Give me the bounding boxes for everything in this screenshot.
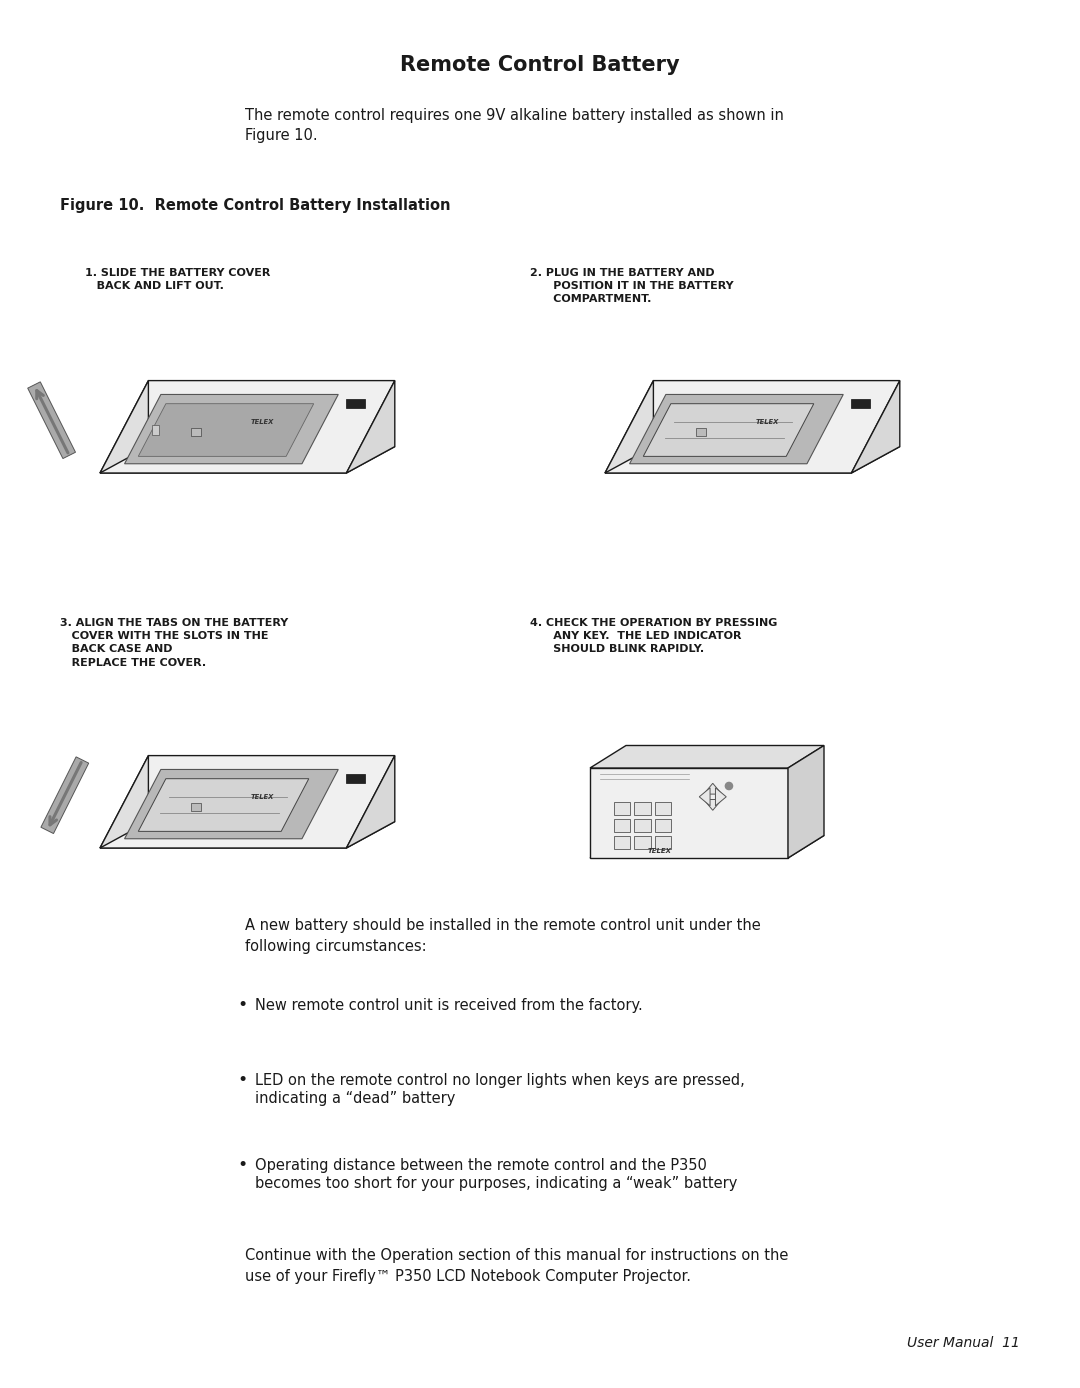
Text: The remote control requires one 9V alkaline battery installed as shown in
Figure: The remote control requires one 9V alkal… [245, 108, 784, 143]
Text: Figure 10.  Remote Control Battery Installation: Figure 10. Remote Control Battery Instal… [60, 198, 450, 212]
Bar [613, 819, 630, 831]
Bar [634, 802, 650, 815]
Polygon shape [347, 755, 395, 848]
Text: LED on the remote control no longer lights when keys are pressed,: LED on the remote control no longer ligh… [255, 1073, 745, 1088]
Bar [696, 428, 706, 436]
Bar [346, 400, 365, 408]
Polygon shape [100, 755, 395, 848]
Polygon shape [138, 779, 309, 831]
Polygon shape [41, 756, 89, 834]
Text: 1. SLIDE THE BATTERY COVER
   BACK AND LIFT OUT.: 1. SLIDE THE BATTERY COVER BACK AND LIFT… [85, 268, 270, 291]
Polygon shape [644, 404, 814, 457]
Polygon shape [100, 447, 395, 473]
Text: TELEX: TELEX [251, 419, 274, 425]
Circle shape [726, 783, 732, 790]
Polygon shape [788, 745, 824, 858]
Polygon shape [124, 769, 338, 838]
Text: 4. CHECK THE OPERATION BY PRESSING
      ANY KEY.  THE LED INDICATOR
      SHOUL: 4. CHECK THE OPERATION BY PRESSING ANY K… [530, 618, 778, 654]
Polygon shape [851, 380, 900, 473]
Text: 2. PLUG IN THE BATTERY AND
      POSITION IT IN THE BATTERY
      COMPARTMENT.: 2. PLUG IN THE BATTERY AND POSITION IT I… [530, 268, 733, 304]
Text: Operating distance between the remote control and the P350: Operating distance between the remote co… [255, 1158, 707, 1173]
Polygon shape [605, 380, 653, 473]
Bar [191, 802, 201, 812]
Bar [152, 425, 159, 436]
Polygon shape [28, 382, 76, 458]
Text: Remote Control Battery: Remote Control Battery [401, 56, 679, 75]
Text: New remote control unit is received from the factory.: New remote control unit is received from… [255, 998, 643, 1013]
Bar [191, 428, 201, 436]
Polygon shape [124, 394, 338, 464]
Polygon shape [704, 783, 721, 794]
Text: •: • [237, 1156, 247, 1174]
Bar [613, 837, 630, 849]
Bar [346, 775, 365, 783]
Bar [634, 819, 650, 831]
Polygon shape [100, 822, 395, 848]
Polygon shape [704, 799, 721, 811]
Polygon shape [590, 745, 824, 768]
Polygon shape [605, 380, 900, 473]
Polygon shape [590, 768, 788, 858]
Polygon shape [590, 836, 824, 858]
Text: TELEX: TELEX [647, 848, 672, 854]
Polygon shape [100, 380, 148, 473]
Text: •: • [237, 997, 247, 1015]
Polygon shape [100, 380, 395, 473]
Bar [613, 802, 630, 815]
Bar [851, 400, 870, 408]
Text: 3. ALIGN THE TABS ON THE BATTERY
   COVER WITH THE SLOTS IN THE
   BACK CASE AND: 3. ALIGN THE TABS ON THE BATTERY COVER W… [60, 618, 288, 668]
Text: Continue with the Operation section of this manual for instructions on the
use o: Continue with the Operation section of t… [245, 1248, 788, 1284]
Text: TELEX: TELEX [251, 794, 274, 799]
Text: indicating a “dead” battery: indicating a “dead” battery [255, 1091, 456, 1106]
Polygon shape [630, 394, 843, 464]
Bar [656, 802, 672, 815]
Polygon shape [100, 755, 148, 848]
Text: becomes too short for your purposes, indicating a “weak” battery: becomes too short for your purposes, ind… [255, 1176, 738, 1191]
Text: TELEX: TELEX [755, 419, 779, 425]
Polygon shape [347, 380, 395, 473]
Polygon shape [138, 404, 313, 457]
Text: User Manual  11: User Manual 11 [907, 1337, 1020, 1351]
Polygon shape [699, 788, 710, 806]
Bar [656, 819, 672, 831]
Text: •: • [237, 1072, 247, 1090]
Polygon shape [605, 447, 900, 473]
Text: A new battery should be installed in the remote control unit under the
following: A new battery should be installed in the… [245, 917, 760, 954]
Polygon shape [715, 788, 726, 806]
Bar [634, 837, 650, 849]
Bar [656, 837, 672, 849]
